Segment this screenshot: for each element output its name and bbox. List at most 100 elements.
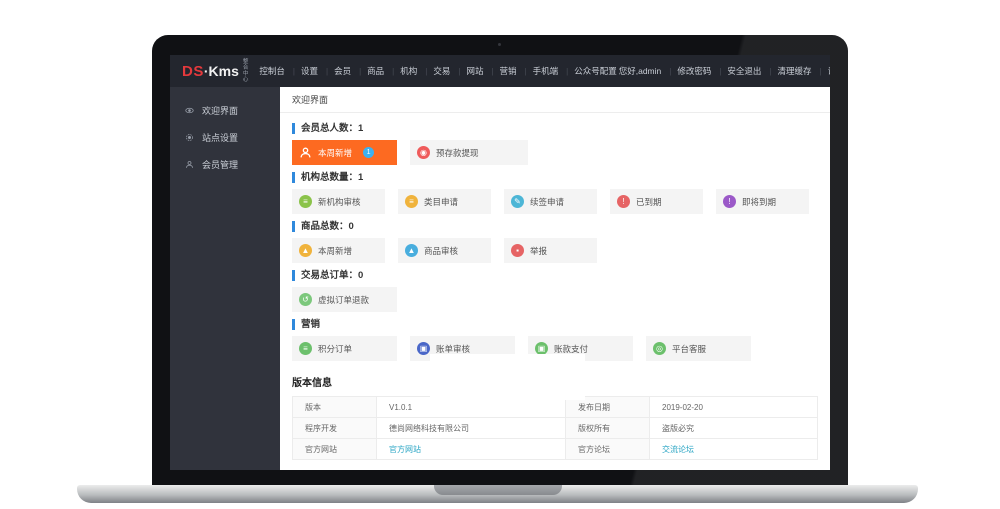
menu-wechat-config[interactable]: 公众号配置 — [559, 65, 618, 77]
review-icon: ≡ — [299, 195, 312, 208]
user-icon — [299, 146, 312, 159]
top-navbar: DS ·Kms 整合 中心 控制台 设置 会员 商品 机构 交易 网站 营销 — [170, 55, 830, 87]
menu-members[interactable]: 会员 — [319, 65, 352, 77]
version-info-table: 版本 V1.0.1 发布日期 2019-02-20 程序开发 德尚网络科技有限公… — [292, 396, 818, 460]
alert-icon: ! — [617, 195, 630, 208]
screen-body: 欢迎界面 站点设置 会员管理 欢迎界面 — [170, 87, 830, 470]
tile-row: ≡ 新机构审核 ≡ 类目申请 ✎ 续签申请 — [292, 189, 818, 214]
tile-goods-review[interactable]: ▲ 商品审核 — [398, 238, 491, 263]
tile-prestore-withdraw[interactable]: ◉ 预存款提现 — [410, 140, 528, 165]
category-icon: ≡ — [405, 195, 418, 208]
section-orders: 交易总订单：0 ↺ 虚拟订单退款 — [292, 270, 818, 312]
sidebar-item-welcome[interactable]: 欢迎界面 — [170, 97, 280, 124]
menu-website[interactable]: 网站 — [451, 65, 484, 77]
sidebar-item-label: 欢迎界面 — [202, 106, 239, 116]
tile-renewal-apply[interactable]: ✎ 续签申请 — [504, 189, 597, 214]
official-forum-label: 官方论坛 — [565, 438, 650, 460]
tile-label: 虚拟订单退款 — [318, 294, 370, 305]
tile-row: ▲ 本周新增 ▲ 商品审核 ▪ 举报 — [292, 238, 818, 263]
gear-icon — [186, 134, 193, 141]
tile-virtual-order-refund[interactable]: ↺ 虚拟订单退款 — [292, 287, 397, 312]
tile-bill-review[interactable]: ▣ 账单审核 — [410, 336, 515, 361]
logo-text-kms: ·Kms — [203, 63, 239, 79]
logo-text-ds: DS — [182, 62, 204, 80]
flag-icon: ▪ — [511, 244, 524, 257]
headset-icon: ◎ — [653, 342, 666, 355]
tile-label: 账款支付 — [554, 343, 589, 354]
laptop-screen: DS ·Kms 整合 中心 控制台 设置 会员 商品 机构 交易 网站 营销 — [170, 55, 830, 470]
sidebar-item-member-management[interactable]: 会员管理 — [170, 151, 280, 178]
tile-label: 类目申请 — [424, 196, 459, 207]
tile-expiring-soon[interactable]: ! 即将到期 — [716, 189, 809, 214]
tile-weekly-new-goods[interactable]: ▲ 本周新增 — [292, 238, 385, 263]
visit-home-link[interactable]: 访问首页 — [813, 65, 830, 77]
count-badge: 1 — [363, 147, 375, 158]
sidebar: 欢迎界面 站点设置 会员管理 — [170, 87, 280, 470]
tile-label: 积分订单 — [318, 343, 353, 354]
section-title: 机构总数量：1 — [292, 172, 818, 183]
tile-label: 新机构审核 — [318, 196, 361, 207]
tile-report[interactable]: ▪ 举报 — [504, 238, 597, 263]
table-row: 官方网站 官方网站 官方论坛 交流论坛 — [292, 438, 818, 460]
section-organizations: 机构总数量：1 ≡ 新机构审核 ≡ 类目申请 — [292, 172, 818, 214]
version-label: 版本 — [292, 396, 377, 418]
developer-value: 德尚网络科技有限公司 — [376, 417, 566, 439]
sidebar-item-label: 会员管理 — [202, 160, 239, 170]
section-title: 营销 — [292, 319, 818, 330]
tile-category-apply[interactable]: ≡ 类目申请 — [398, 189, 491, 214]
forum-link[interactable]: 交流论坛 — [662, 444, 694, 454]
section-title: 会员总人数：1 — [292, 123, 818, 134]
main-panel: 欢迎界面 会员总人数：1 本周新增 1 — [280, 87, 830, 470]
logo-tagline-bottom: 中心 — [242, 71, 249, 83]
tile-weekly-new-members[interactable]: 本周新增 1 — [292, 140, 397, 165]
webcam-icon — [498, 43, 501, 46]
greeting-admin: 您好,admin — [618, 66, 662, 76]
pencil-icon: ✎ — [511, 195, 524, 208]
bill-icon: ▣ — [417, 342, 430, 355]
menu-trade[interactable]: 交易 — [418, 65, 451, 77]
developer-label: 程序开发 — [292, 417, 377, 439]
menu-marketing[interactable]: 营销 — [484, 65, 517, 77]
tile-points-order[interactable]: ≡ 积分订单 — [292, 336, 397, 361]
menu-goods[interactable]: 商品 — [352, 65, 385, 77]
sidebar-item-label: 站点设置 — [202, 133, 239, 143]
table-row: 版本 V1.0.1 发布日期 2019-02-20 — [292, 396, 818, 418]
sidebar-item-site-settings[interactable]: 站点设置 — [170, 124, 280, 151]
tile-new-org-review[interactable]: ≡ 新机构审核 — [292, 189, 385, 214]
tile-label: 举报 — [530, 245, 548, 256]
main-menu: 控制台 设置 会员 商品 机构 交易 网站 营销 手机端 公众号配置 — [258, 65, 617, 77]
alert-icon: ! — [723, 195, 736, 208]
section-title: 商品总数：0 — [292, 221, 818, 232]
app-logo[interactable]: DS ·Kms 整合 中心 — [170, 59, 258, 83]
tile-expired[interactable]: ! 已到期 — [610, 189, 703, 214]
clear-cache-link[interactable]: 清理缓存 — [762, 65, 812, 77]
tile-label: 商品审核 — [424, 245, 459, 256]
change-password-link[interactable]: 修改密码 — [662, 65, 712, 77]
user-icon — [186, 161, 193, 168]
list-icon: ≡ — [299, 342, 312, 355]
laptop-notch — [433, 485, 562, 495]
section-goods: 商品总数：0 ▲ 本周新增 ▲ 商品审核 — [292, 221, 818, 263]
tile-label: 本周新增 — [318, 147, 353, 158]
upload-icon: ▲ — [299, 244, 312, 257]
refund-icon: ↺ — [299, 293, 312, 306]
tile-row: 本周新增 1 ◉ 预存款提现 — [292, 140, 818, 165]
menu-console[interactable]: 控制台 — [259, 66, 285, 76]
copyright-value: 盗版必究 — [649, 417, 818, 439]
section-title: 交易总订单：0 — [292, 270, 818, 281]
laptop-base — [77, 485, 918, 503]
menu-mobile[interactable]: 手机端 — [518, 65, 560, 77]
white-overlay — [430, 354, 585, 400]
logout-link[interactable]: 安全退出 — [712, 65, 762, 77]
laptop-bezel: DS ·Kms 整合 中心 控制台 设置 会员 商品 机构 交易 网站 营销 — [152, 35, 848, 485]
menu-orgs[interactable]: 机构 — [385, 65, 418, 77]
tile-label: 账单审核 — [436, 343, 471, 354]
tile-label: 预存款提现 — [436, 147, 479, 158]
user-menu: 您好,admin 修改密码 安全退出 清理缓存 访问首页 — [618, 65, 830, 77]
tile-platform-service[interactable]: ◎ 平台客服 — [646, 336, 751, 361]
logo-tagline: 整合 中心 — [243, 59, 249, 83]
official-site-link[interactable]: 官方网站 — [389, 444, 421, 454]
eye-icon — [185, 107, 194, 114]
menu-settings[interactable]: 设置 — [286, 65, 319, 77]
tile-label: 续签申请 — [530, 196, 565, 207]
